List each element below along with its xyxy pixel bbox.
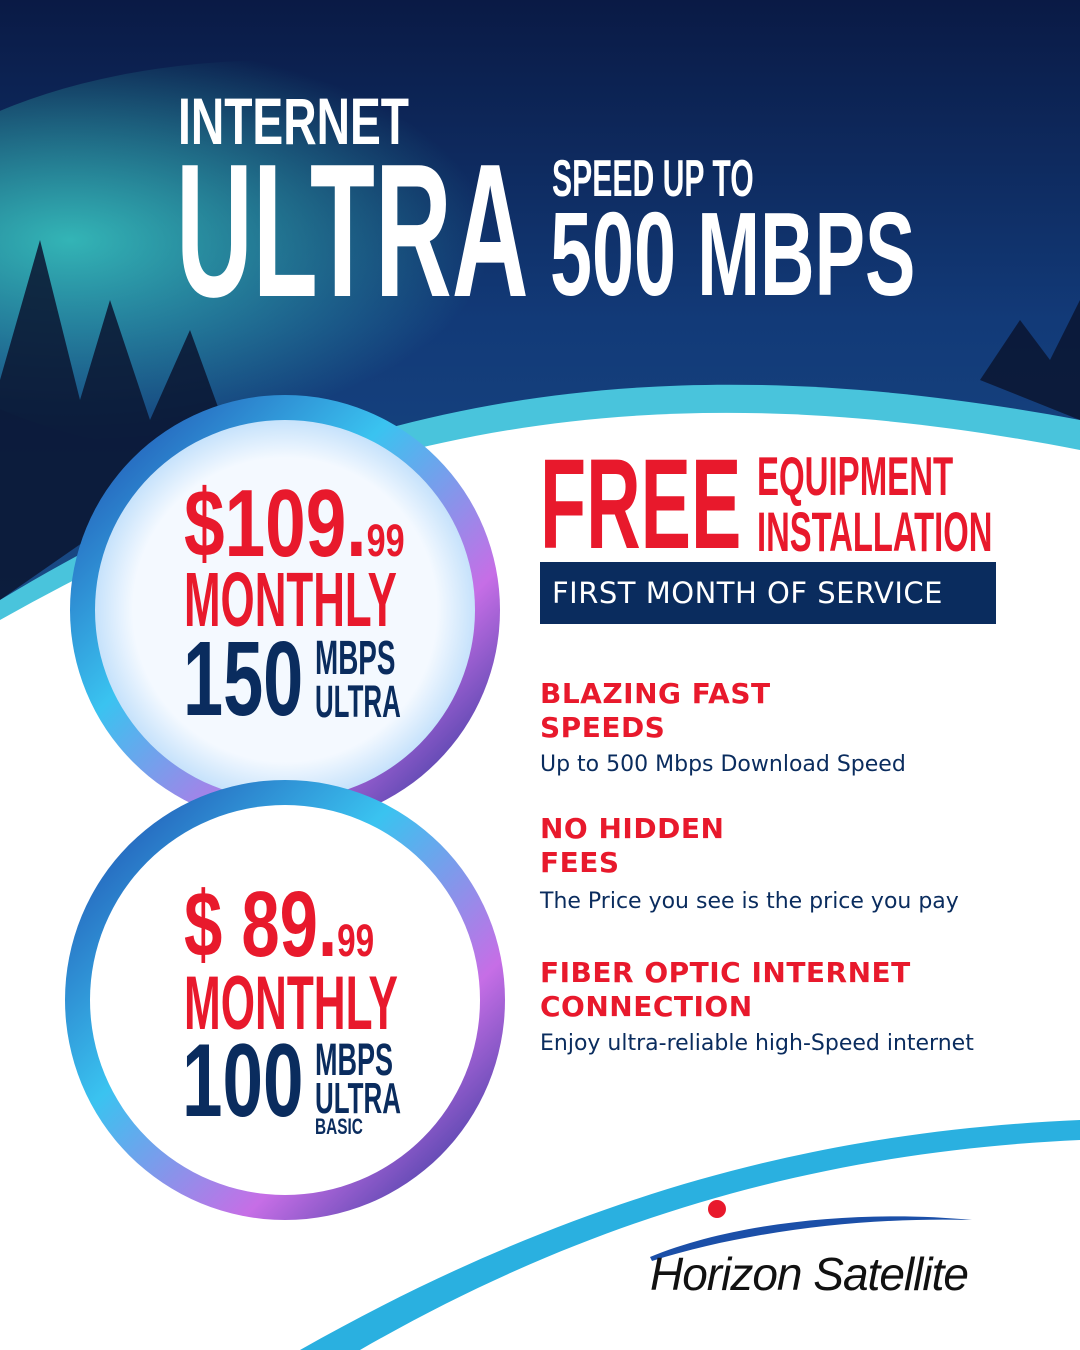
hero-line1: INTERNET — [178, 84, 409, 158]
offer-free: FREE — [540, 433, 742, 576]
price-whole: 109. — [224, 470, 367, 577]
offer-item-equipment: EQUIPMENT — [757, 445, 954, 507]
speed-label: SPEED UP TO — [552, 150, 754, 208]
plan-price: $ 89.99 — [184, 878, 374, 971]
feature-title: BLAZING FAST — [540, 677, 771, 710]
offer-item-installation: INSTALLATION — [757, 500, 993, 563]
feature-title: FEES — [540, 846, 620, 879]
plan-period: MONTHLY — [184, 557, 397, 643]
feature-desc: The Price you see is the price you pay — [540, 889, 959, 914]
feature-title: NO HIDDEN — [540, 812, 725, 845]
feature-item: FIBER OPTIC INTERNET CONNECTION Enjoy ul… — [540, 956, 974, 1058]
offer-banner-text: FIRST MONTH OF SERVICE — [552, 576, 943, 610]
plan-unit: MBPS — [315, 632, 396, 685]
feature-item: NO HIDDEN FEES The Price you see is the … — [540, 812, 959, 916]
speed-value: 500 MBPS — [550, 188, 916, 321]
feature-title: SPEEDS — [540, 711, 666, 744]
offer-banner: FIRST MONTH OF SERVICE — [540, 562, 996, 624]
plan-tier: ULTRA — [315, 676, 401, 727]
brand-name: Horizon Satellite — [650, 1248, 969, 1300]
feature-desc: Up to 500 Mbps Download Speed — [540, 752, 906, 777]
plan-speed: 100 — [182, 1023, 304, 1139]
plan-period: MONTHLY — [184, 961, 398, 1046]
feature-item: BLAZING FAST SPEEDS Up to 500 Mbps Downl… — [540, 677, 906, 779]
currency: $ — [184, 470, 225, 577]
plan-price: $109.99 — [184, 476, 405, 572]
plan-speed: 150 — [183, 620, 304, 738]
plan-unit: MBPS — [315, 1034, 394, 1085]
currency: $ — [184, 872, 223, 976]
price-cents: 99 — [366, 515, 405, 566]
plan-subtier: BASIC — [315, 1114, 363, 1139]
logo-swoosh-icon — [650, 1200, 972, 1261]
price-cents: 99 — [337, 915, 375, 966]
feature-title: CONNECTION — [540, 990, 753, 1023]
plan-tier: ULTRA — [315, 1074, 402, 1123]
price-whole: 89. — [241, 872, 338, 976]
feature-desc: Enjoy ultra-reliable high-Speed internet — [540, 1031, 974, 1056]
feature-title: FIBER OPTIC INTERNET — [540, 956, 911, 989]
hero-title: ULTRA — [176, 125, 529, 337]
